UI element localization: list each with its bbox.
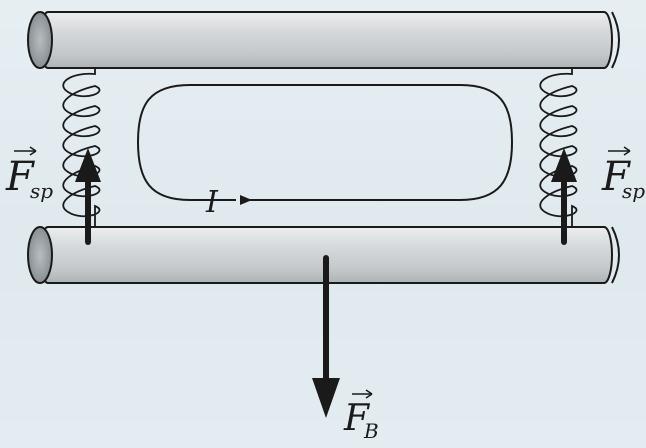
left-force-subscript: sp: [30, 179, 53, 203]
left-spring: [62, 68, 101, 227]
magnetic-force-symbol: F: [343, 398, 371, 439]
top-rod: [27, 11, 620, 69]
magnetic-force-label: F B: [343, 389, 379, 443]
current-label: I: [205, 185, 219, 220]
right-spring: [539, 68, 578, 227]
bottom-rod-end: [27, 226, 53, 284]
right-force-subscript: sp: [622, 179, 645, 203]
right-force-symbol: F: [601, 154, 631, 200]
current-arrow: [136, 84, 514, 205]
left-spring-force-arrow: [75, 148, 101, 245]
left-force-symbol: F: [5, 154, 35, 200]
right-spring-force-label: F sp: [601, 146, 645, 203]
magnetic-force-arrow: [312, 255, 340, 418]
top-rod-end: [27, 11, 53, 69]
left-spring-force-label: F sp: [5, 146, 53, 203]
right-spring-force-arrow: [551, 148, 577, 245]
current-loop: [136, 84, 514, 205]
magnetic-force-subscript: B: [363, 419, 379, 443]
